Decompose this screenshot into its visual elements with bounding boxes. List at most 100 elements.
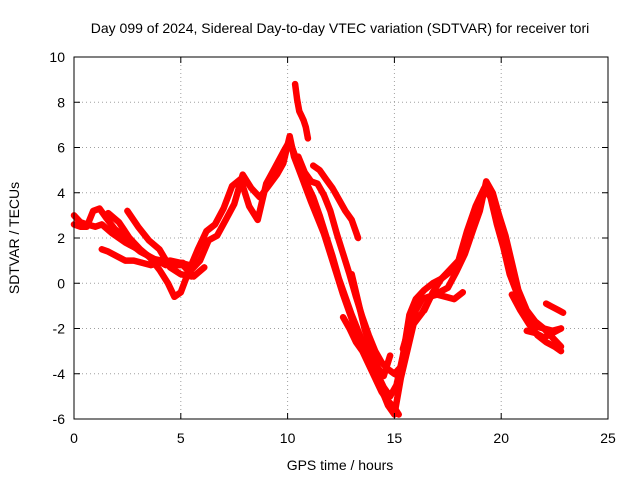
data-point [487,194,494,201]
data-point [294,96,301,103]
chart-title: Day 099 of 2024, Sidereal Day-to-day VTE… [91,20,590,36]
axis-ticks [73,56,609,420]
data-point [489,189,496,196]
data-point [115,219,122,226]
data-point [171,293,178,300]
data-point [461,250,468,257]
y-tick-label: -2 [53,321,66,337]
data-point [380,373,387,380]
data-point [124,207,131,214]
data-point [387,393,394,400]
data-point [120,232,127,239]
data-point [365,361,372,368]
data-point [135,223,142,230]
data-point [103,214,110,221]
data-point [352,339,359,346]
data-point [316,167,323,174]
data-point [421,307,428,314]
data-point [109,230,116,237]
data-point [327,207,334,214]
data-point [335,196,342,203]
data-point [543,300,550,307]
data-point [446,268,453,275]
data-point [96,205,103,212]
data-point [280,149,287,156]
data-point [280,160,287,167]
data-point [340,314,347,321]
data-point [256,194,263,201]
data-point [248,185,255,192]
data-point [295,153,302,160]
data-point [470,225,477,232]
data-point [254,216,261,223]
data-point [128,241,135,248]
data-point [246,203,253,210]
data-point [211,221,218,228]
data-point [496,212,503,219]
data-point [299,176,306,183]
data-point [453,268,460,275]
data-point [308,178,315,185]
data-point [543,339,550,346]
data-point [434,291,441,298]
x-tick-label: 15 [387,430,403,446]
data-point [352,293,359,300]
data-point [314,180,321,187]
data-point [167,264,174,271]
x-tick-label: 0 [70,430,78,446]
data-point [98,246,105,253]
data-point [395,411,402,418]
data-point [419,296,426,303]
data-point [303,187,310,194]
x-tick-label: 20 [493,430,509,446]
data-point [438,275,445,282]
data-point [329,185,336,192]
data-point [560,309,567,316]
data-point [83,223,90,230]
data-point [523,327,530,334]
data-point [515,293,522,300]
y-tick-label: 4 [57,185,65,201]
data-point [391,370,398,377]
y-tick-label: -4 [53,366,66,382]
data-point [122,239,129,246]
data-point [302,124,309,131]
data-point [506,271,513,278]
data-point [179,262,186,269]
data-point [239,171,246,178]
data-point [186,262,193,269]
data-point [412,307,419,314]
data-point [355,298,362,305]
data-point [162,262,169,269]
data-point [406,311,413,318]
data-point [201,264,208,271]
data-point [220,205,227,212]
y-axis-title: SDTVAR / TECUs [6,182,22,294]
data-point [532,330,539,337]
data-point [540,325,547,332]
data-point [310,162,317,169]
data-point [156,266,163,273]
data-point [523,307,530,314]
data-point [493,221,500,228]
data-point [372,348,379,355]
data-point [214,232,221,239]
data-traces [70,80,567,418]
y-tick-label: 8 [57,94,65,110]
data-point [188,273,195,280]
data-point [558,348,565,355]
data-point [265,182,272,189]
data-point [205,237,212,244]
data-point [378,359,385,366]
data-point [399,352,406,359]
data-point [126,235,133,241]
data-point [410,320,417,327]
data-point [421,287,428,294]
data-point [304,135,311,142]
data-point [517,307,524,314]
data-point [429,289,436,296]
data-point [359,314,366,321]
data-point [111,225,118,232]
data-point [502,232,509,239]
